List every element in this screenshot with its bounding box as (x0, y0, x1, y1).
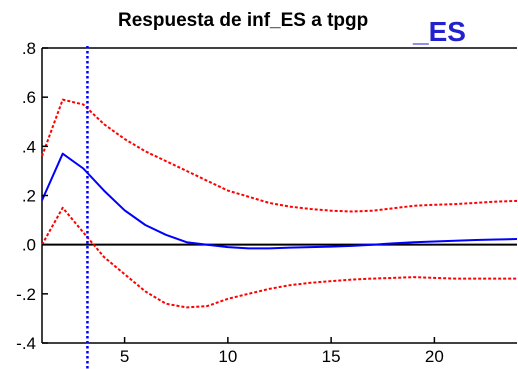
x-tick-label: 15 (322, 347, 341, 366)
y-tick-label: .6 (22, 88, 36, 107)
lower-band-line (41, 206, 517, 309)
x-axis-ticks: 5 10 15 20 (120, 337, 444, 366)
upper-band-line (41, 98, 518, 213)
x-tick-label: 10 (218, 347, 237, 366)
y-tick-label: -.4 (16, 334, 36, 353)
x-tick-label: 5 (120, 347, 129, 366)
y-tick-label: .0 (22, 236, 36, 255)
chart-title-suffix: _ES (412, 16, 466, 47)
y-tick-label: -.2 (16, 285, 36, 304)
response-line (41, 152, 518, 250)
plot-area (41, 46, 518, 369)
y-tick-label: .8 (22, 39, 36, 58)
y-tick-label: .4 (22, 137, 36, 156)
x-tick-label: 20 (425, 347, 444, 366)
y-tick-label: .2 (22, 187, 36, 206)
y-axis-ticks: -.4 -.2 .0 .2 .4 .6 .8 (16, 39, 48, 353)
chart-title: Respuesta de inf_ES a tpgp (118, 10, 368, 31)
